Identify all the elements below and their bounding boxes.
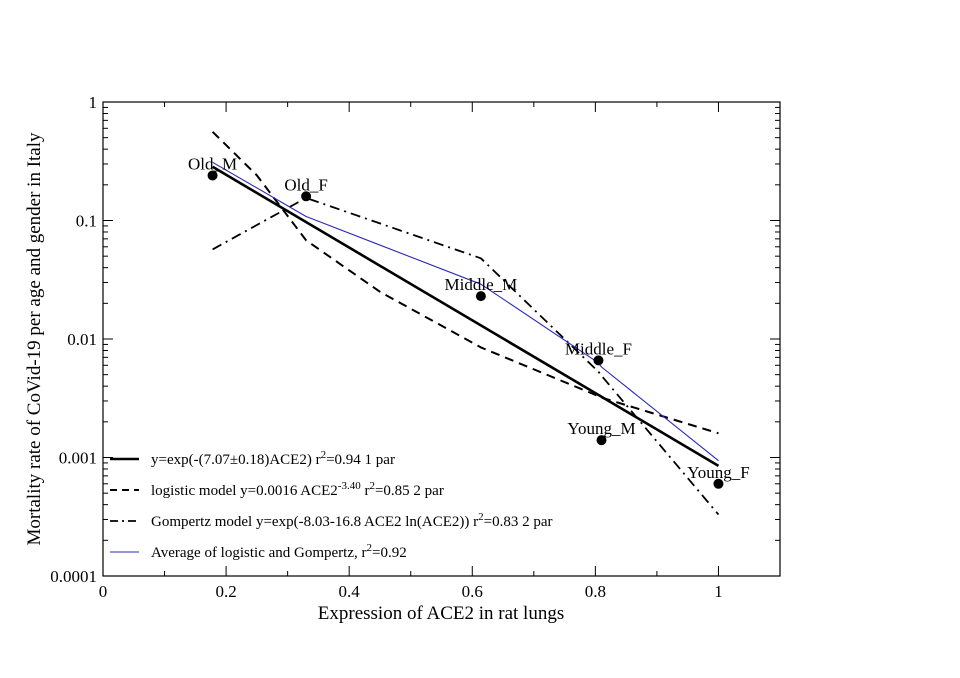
y-tick-label: 0.0001 [50, 567, 97, 586]
legend: y=exp(-(7.07±0.18)ACE2) r2=0.94 1 par log… [110, 449, 553, 561]
data-point [475, 291, 486, 302]
x-tick-label: 0.2 [215, 582, 236, 601]
point-label: Middle_F [565, 339, 632, 358]
y-tick-label: 0.1 [76, 212, 97, 231]
y-tick-label: 0.001 [59, 449, 97, 468]
series-lines [211, 131, 720, 516]
y-tick-label: 0.01 [67, 330, 97, 349]
y-tick-label: 1 [89, 93, 98, 112]
x-tick-label: 0.8 [585, 582, 606, 601]
data-points: Old_M Old_F Middle_M Middle_F Young_M Young_F [188, 154, 750, 489]
series-line-2 [211, 131, 719, 435]
series-line-3 [212, 196, 720, 516]
data-point [596, 435, 607, 446]
y-axis-label: Mortality rate of CoVid-19 per age and g… [24, 132, 45, 546]
x-tick-label: 0 [99, 582, 108, 601]
point-label: Middle_M [445, 275, 518, 294]
point-label: Old_M [188, 154, 237, 173]
x-tick-label: 1 [714, 582, 723, 601]
legend-label-4: Average of logistic and Gompertz, r2=0.9… [151, 542, 407, 561]
data-point [207, 170, 218, 181]
data-point [713, 478, 724, 489]
legend-label-3: Gompertz model y=exp(-8.03-16.8 ACE2 ln(… [151, 511, 553, 530]
series-line-1 [211, 165, 720, 468]
axis-ticks: 0 0.2 0.4 0.6 0.8 1 0.0001 0.001 0.01 0.1 1 [50, 93, 781, 601]
legend-label-2: logistic model y=0.0016 ACE2-3.40 r2=0.8… [151, 480, 444, 499]
data-point [301, 191, 312, 202]
point-label: Young_F [687, 463, 750, 482]
point-label: Old_F [284, 175, 327, 194]
series-line-4 [212, 161, 719, 462]
data-point [593, 355, 604, 366]
x-tick-label: 0.6 [462, 582, 483, 601]
legend-label-1: y=exp(-(7.07±0.18)ACE2) r2=0.94 1 par [151, 449, 395, 468]
x-axis-label: Expression of ACE2 in rat lungs [318, 603, 564, 624]
point-label: Young_M [567, 419, 635, 438]
x-tick-label: 0.4 [339, 582, 361, 601]
